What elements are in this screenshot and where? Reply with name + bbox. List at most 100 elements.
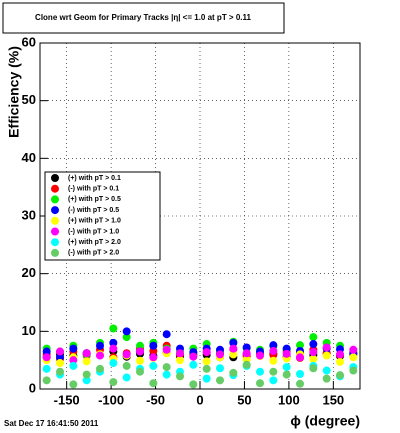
data-point [122, 373, 131, 382]
x-axis-label: ϕ (degree) [290, 413, 360, 429]
data-point [296, 353, 304, 362]
data-point [122, 350, 131, 359]
data-point [269, 376, 278, 385]
data-point [176, 349, 184, 358]
data-point [42, 376, 51, 385]
data-point [96, 364, 104, 373]
legend-label: (-) with pT > 2.0 [68, 250, 119, 257]
data-point [349, 366, 358, 375]
data-point [229, 368, 238, 377]
data-point [202, 364, 211, 373]
legend-marker [51, 184, 59, 193]
legend-label: (-) with pT > 0.1 [68, 186, 119, 193]
data-point [216, 364, 224, 373]
data-point [322, 366, 331, 375]
data-point [136, 356, 144, 365]
data-point [69, 356, 78, 365]
x-tick-label: 150 [322, 392, 344, 407]
legend-label: (-) with pT > 1.0 [68, 228, 119, 235]
data-point [109, 324, 118, 333]
data-point [336, 357, 344, 366]
data-point [96, 351, 104, 360]
y-tick-label: 10 [22, 323, 36, 338]
x-tick-label: -100 [98, 392, 124, 407]
data-point [309, 348, 318, 357]
legend-marker [51, 248, 59, 257]
data-point [322, 374, 331, 383]
legend-label: (+) with pT > 2.0 [68, 239, 121, 246]
title-box [2, 2, 285, 34]
data-point [282, 349, 291, 358]
data-point [202, 357, 211, 366]
data-point [109, 344, 118, 353]
x-tick-label: 50 [237, 392, 251, 407]
data-point [269, 341, 278, 350]
data-point [309, 340, 318, 349]
data-point [176, 372, 184, 381]
data-point [109, 378, 118, 387]
data-point [69, 344, 78, 353]
data-point [162, 345, 171, 354]
legend-marker [51, 174, 59, 182]
x-tick-label: 0 [196, 392, 203, 407]
data-point [229, 338, 238, 347]
data-point [229, 350, 238, 359]
data-point [202, 374, 211, 383]
data-point [282, 363, 291, 372]
data-point [149, 361, 158, 370]
data-point [162, 370, 171, 379]
data-point [216, 376, 224, 385]
data-point [309, 364, 318, 373]
data-point [56, 347, 64, 356]
data-point [256, 367, 264, 376]
data-point [56, 353, 64, 362]
x-tick-label: 100 [278, 392, 300, 407]
data-point [42, 353, 51, 362]
y-tick-label: 20 [22, 265, 36, 280]
legend-marker [51, 206, 59, 215]
legend-marker [51, 195, 59, 204]
data-point [242, 360, 251, 369]
data-point [322, 351, 331, 360]
data-point [242, 343, 251, 352]
data-point [42, 364, 51, 373]
data-point [189, 360, 198, 369]
data-point [189, 380, 198, 389]
data-point [336, 350, 344, 359]
data-point [256, 379, 264, 388]
data-point [296, 341, 304, 350]
data-point [42, 347, 51, 356]
data-point [136, 367, 144, 376]
y-tick-label: 40 [22, 150, 36, 165]
data-point [349, 353, 358, 362]
y-tick-label: 50 [22, 92, 36, 107]
data-point [109, 338, 118, 347]
data-point [256, 351, 264, 360]
data-point [322, 343, 331, 352]
footer: Sat Dec 17 16:41:50 2011 [4, 419, 99, 428]
legend-marker [51, 216, 59, 225]
data-point [149, 341, 158, 350]
data-point [162, 330, 171, 339]
legend-box [44, 171, 161, 261]
data-point [216, 350, 224, 359]
data-point [349, 345, 358, 354]
y-tick-label: 0 [29, 380, 36, 395]
data-point [269, 356, 278, 365]
data-point [82, 370, 91, 379]
x-tick-label: -150 [54, 392, 80, 407]
legend-label: (+) with pT > 0.5 [68, 196, 121, 203]
data-point [109, 359, 118, 368]
data-point [269, 346, 278, 355]
data-point [202, 348, 211, 357]
data-point [136, 347, 144, 356]
data-point [122, 361, 131, 370]
legend-label: (+) with pT > 1.0 [68, 218, 121, 225]
data-point [82, 376, 91, 385]
data-point [82, 349, 91, 358]
data-point [56, 367, 64, 376]
data-point [69, 361, 78, 370]
x-tick-label: -50 [146, 392, 165, 407]
data-point [122, 333, 131, 342]
